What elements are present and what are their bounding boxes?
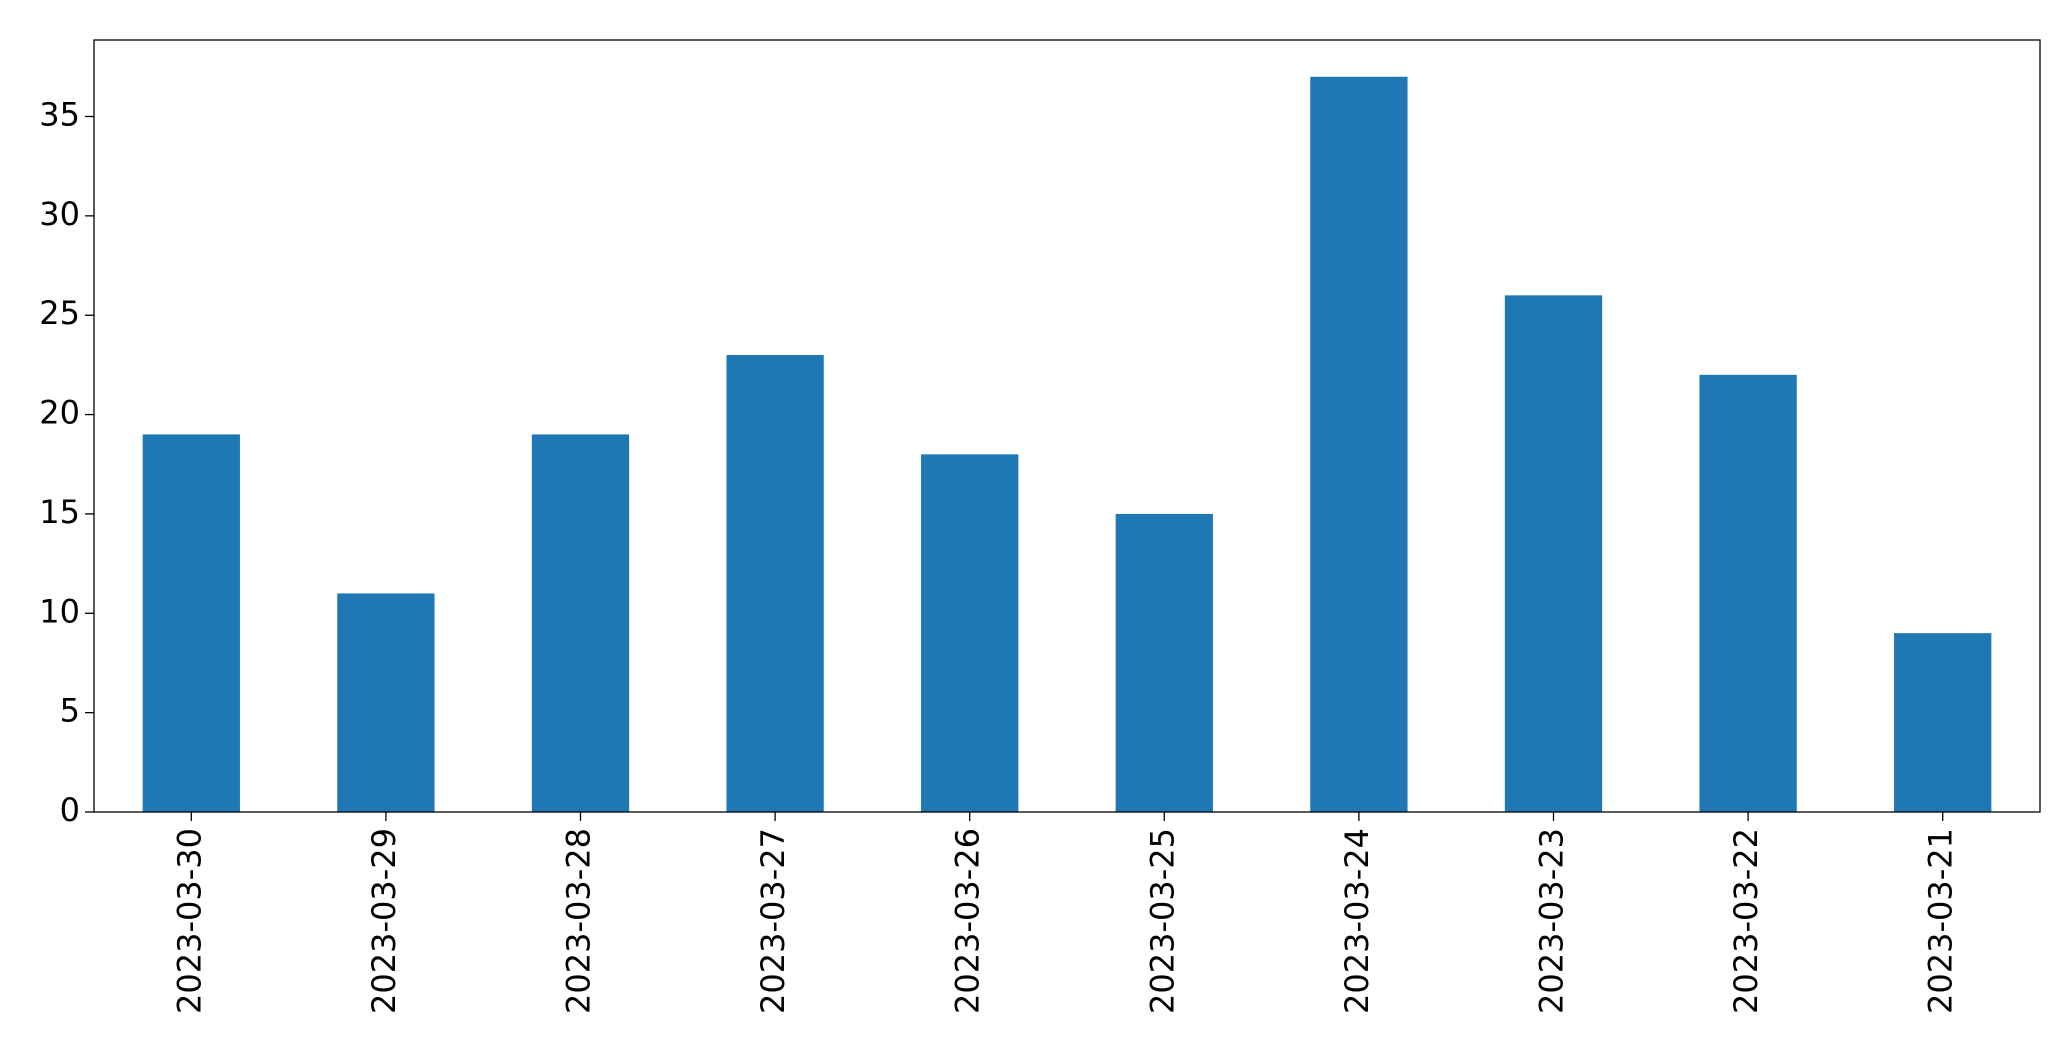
x-tick-label: 2023-03-28 bbox=[560, 828, 598, 1014]
y-tick-label: 30 bbox=[39, 195, 80, 233]
bar bbox=[921, 454, 1019, 812]
y-tick-label: 0 bbox=[60, 791, 80, 829]
bar bbox=[1894, 633, 1992, 812]
bar bbox=[1699, 374, 1797, 812]
y-tick-label: 15 bbox=[39, 493, 80, 531]
x-tick-label: 2023-03-21 bbox=[1922, 828, 1960, 1014]
bar bbox=[1115, 513, 1213, 812]
x-tick-label: 2023-03-23 bbox=[1533, 828, 1571, 1014]
x-tick-label: 2023-03-22 bbox=[1727, 828, 1765, 1014]
x-tick-label: 2023-03-29 bbox=[365, 828, 403, 1014]
y-tick-label: 35 bbox=[39, 96, 80, 134]
y-tick-label: 5 bbox=[60, 692, 80, 730]
x-tick-label: 2023-03-27 bbox=[754, 828, 792, 1014]
bar bbox=[337, 593, 435, 812]
x-tick-label: 2023-03-30 bbox=[170, 828, 208, 1014]
y-tick-label: 25 bbox=[39, 294, 80, 332]
bar bbox=[726, 354, 824, 812]
bar bbox=[1310, 76, 1408, 812]
bar bbox=[531, 434, 630, 812]
bar bbox=[1504, 295, 1603, 812]
y-tick-label: 20 bbox=[39, 394, 80, 432]
bar bbox=[142, 434, 240, 812]
y-tick-label: 10 bbox=[39, 592, 80, 630]
x-tick-label: 2023-03-26 bbox=[949, 828, 987, 1014]
x-tick-label: 2023-03-25 bbox=[1143, 828, 1181, 1014]
plot-frame bbox=[93, 39, 2041, 813]
x-tick-label: 2023-03-24 bbox=[1338, 828, 1376, 1014]
